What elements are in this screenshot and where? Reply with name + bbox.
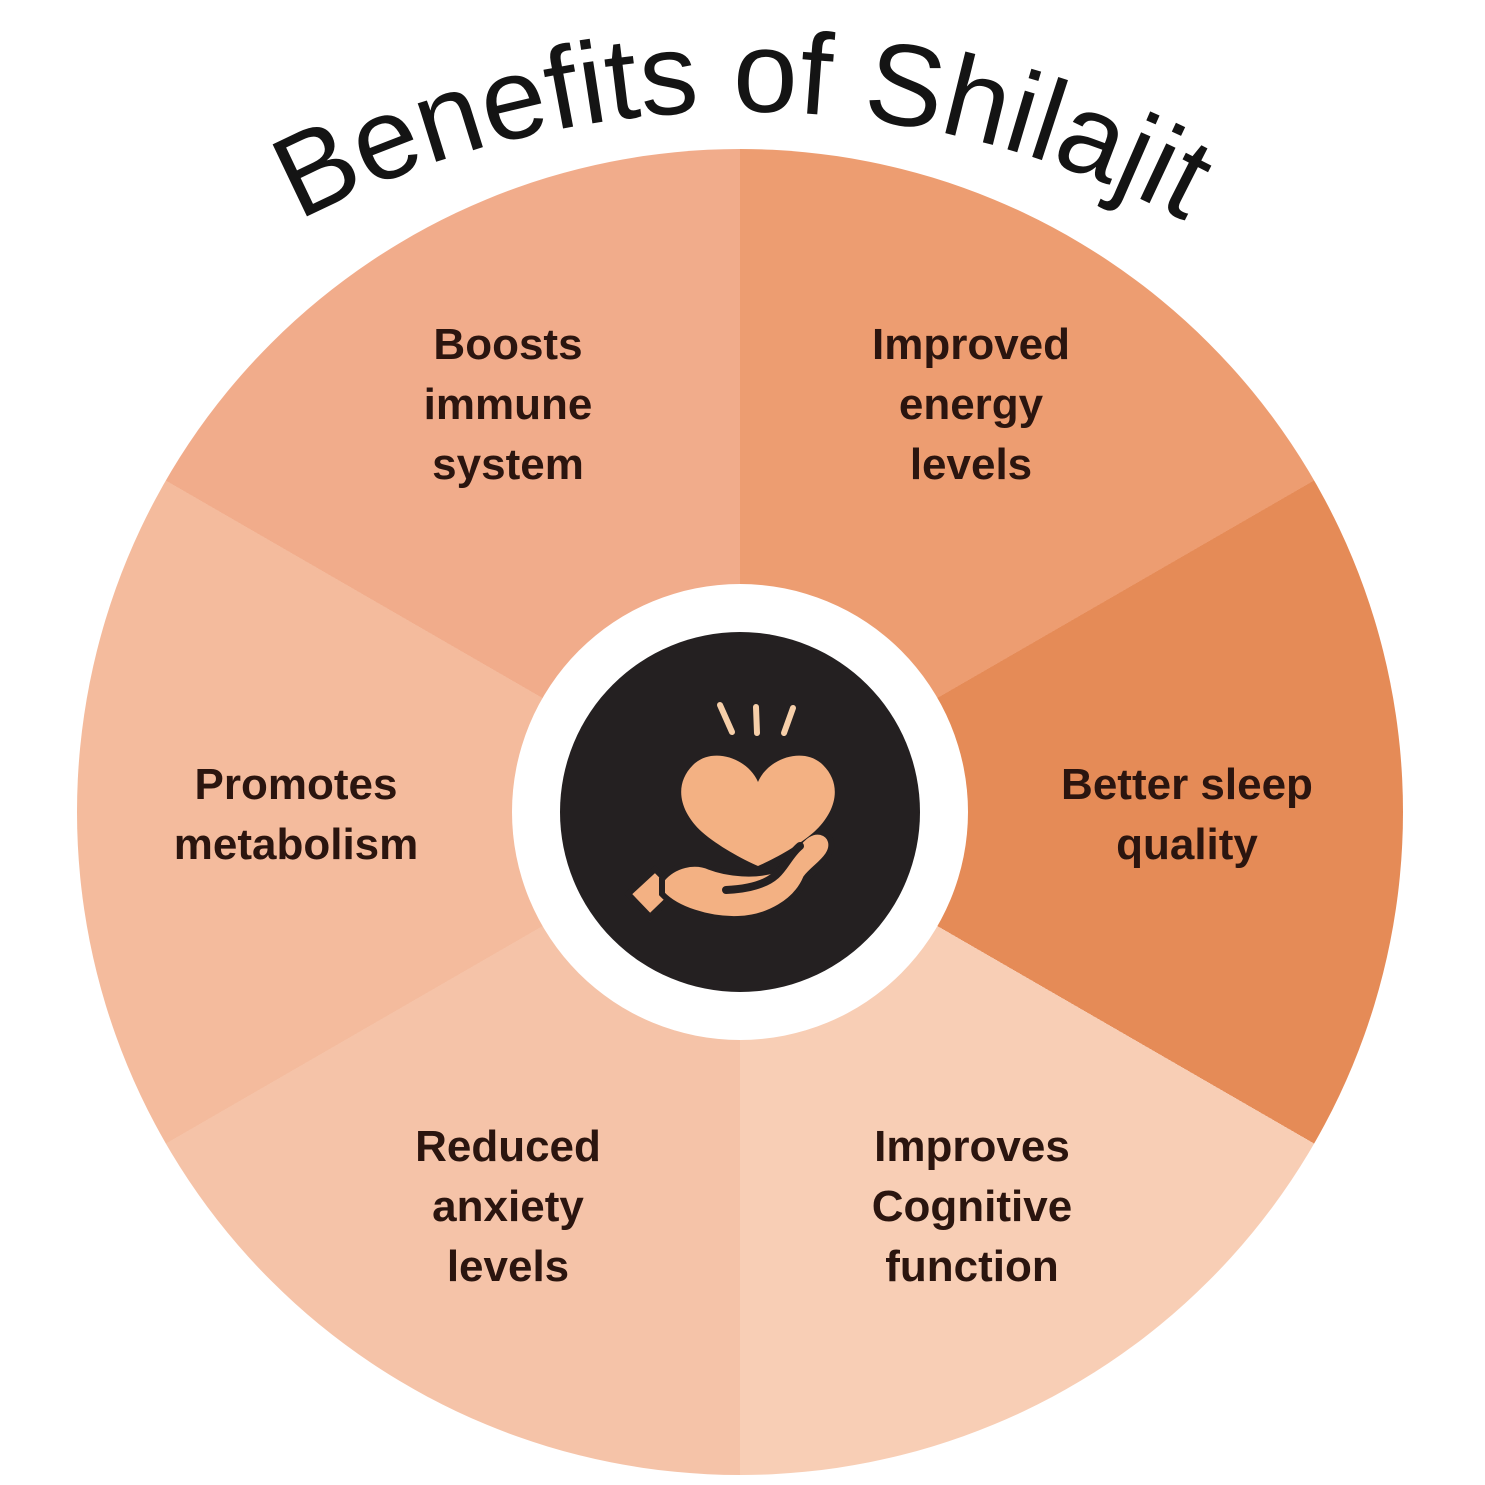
spark-lines: [717, 702, 796, 736]
segment-label-improved-energy-levels: Improved energy levels: [871, 320, 1071, 489]
segment-label-reduced-anxiety-levels: Reduced anxiety levels: [415, 1122, 601, 1291]
page-title: Benefits of Shilajit: [253, 6, 1233, 243]
segment-label-better-sleep-quality: Better sleep quality: [1061, 760, 1313, 869]
segment-label-improves-cognitive-function: Improves Cognitive function: [871, 1122, 1073, 1291]
heart: [681, 755, 835, 866]
segment-label-boosts-immune-system: Boosts immune system: [423, 320, 593, 489]
arched-title: Benefits of Shilajit: [253, 6, 1233, 243]
hand-holding-heart-icon: [560, 632, 920, 992]
segment-label-promotes-metabolism: Promotes metabolism: [173, 760, 419, 869]
palm: [659, 828, 835, 923]
palm-crease: [722, 842, 804, 894]
